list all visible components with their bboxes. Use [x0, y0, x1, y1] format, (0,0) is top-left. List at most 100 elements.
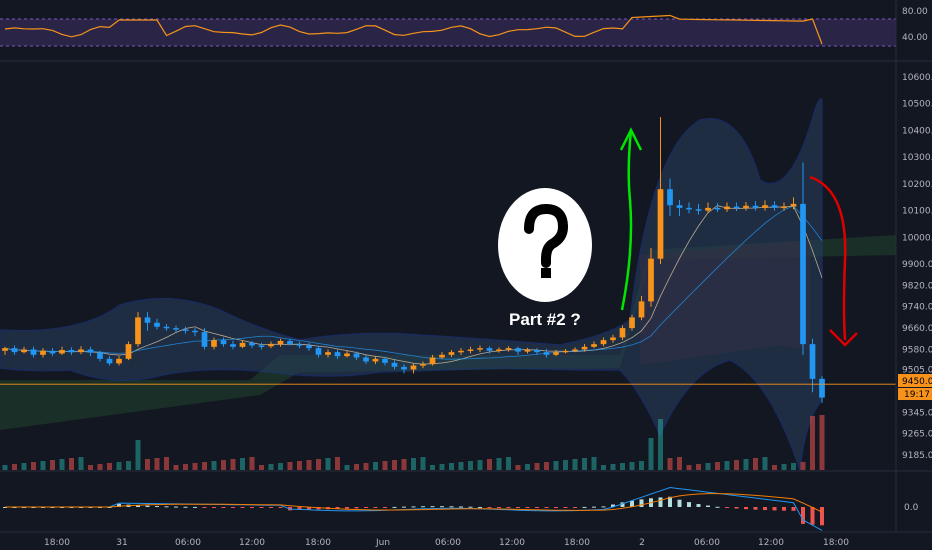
question-dot-icon	[541, 268, 551, 278]
macd-histogram-bar	[715, 506, 720, 508]
candle-body	[610, 337, 616, 341]
macd-histogram-bar	[307, 507, 311, 510]
macd-histogram-bar	[658, 497, 663, 507]
volume-bar	[107, 463, 112, 470]
volume-bar	[297, 461, 302, 470]
green-arrowhead-icon	[619, 127, 643, 151]
macd-histogram-bar	[753, 507, 758, 510]
volume-bar	[677, 457, 682, 470]
countdown-badge-box	[898, 388, 932, 400]
candle-body	[11, 348, 18, 353]
candle-body	[258, 345, 265, 347]
macd-histogram-bar	[696, 504, 701, 507]
macd-histogram-bar	[725, 507, 729, 508]
volume-bar	[373, 462, 378, 470]
macd-histogram-bar	[240, 507, 245, 508]
price-tick-label: 9185.0	[902, 451, 932, 461]
candle-body	[667, 189, 673, 206]
macd-histogram-bar	[535, 507, 539, 508]
macd-histogram-bar	[801, 507, 805, 524]
volume-bar	[715, 462, 720, 470]
macd-tick-label: 0.0	[904, 503, 919, 513]
candle-body	[724, 206, 730, 210]
volume-bar	[135, 440, 141, 470]
volume-bar	[629, 462, 635, 470]
volume-bar	[639, 461, 644, 470]
candle-body	[87, 349, 94, 353]
macd-histogram-bar	[582, 506, 587, 508]
candle-body	[68, 350, 75, 353]
candle-body	[705, 207, 711, 211]
macd-histogram-bar	[820, 507, 824, 526]
candle-body	[325, 352, 331, 355]
rsi-axis: 80.00 40.00	[902, 7, 928, 43]
macd-histogram-bar	[668, 496, 672, 507]
macd-histogram-bar	[174, 506, 178, 508]
candle-body	[439, 354, 445, 358]
price-tick-label: 9265.0	[902, 430, 932, 440]
volume-bar	[126, 461, 131, 470]
red-down-arrow	[809, 175, 847, 341]
macd-histogram-bar	[459, 506, 463, 508]
candle-body	[2, 348, 8, 351]
candle-body	[743, 205, 749, 208]
candle-body	[686, 207, 692, 210]
candle-body	[30, 349, 37, 355]
volume-bar	[724, 461, 730, 470]
volume-bar	[658, 419, 663, 470]
time-tick-label: 06:00	[175, 538, 201, 548]
candle-body	[401, 366, 407, 370]
volume-bar	[40, 461, 46, 470]
candle-body	[239, 342, 246, 347]
macd-histogram-bar	[772, 507, 777, 511]
macd-histogram-bar	[402, 506, 406, 508]
macd-histogram-bar	[592, 506, 596, 508]
bollinger-bands	[0, 98, 823, 471]
time-tick-label: 18:00	[305, 538, 331, 548]
volume-bar	[582, 458, 587, 470]
price-tick-label: 10000.0	[902, 233, 932, 243]
volume-bar	[316, 459, 321, 470]
candle-body	[809, 344, 816, 379]
candle-body	[486, 348, 493, 351]
volume-bar	[601, 465, 606, 470]
macd-histogram-bar	[620, 502, 625, 507]
volume-bar	[202, 462, 207, 470]
candle-body	[59, 350, 65, 354]
candle-body	[676, 205, 683, 208]
volume-bar	[145, 459, 150, 470]
price-badge: 9450.0 19:17	[898, 374, 932, 400]
volume-bar	[648, 438, 654, 470]
macd-histogram-bar	[487, 507, 492, 508]
macd-histogram-bar	[630, 500, 634, 507]
macd-histogram-bar	[525, 507, 530, 508]
volume-bars	[2, 415, 825, 470]
candlestick-series	[2, 117, 825, 403]
macd-histogram-bar	[611, 504, 615, 507]
candle-body	[619, 328, 626, 338]
volume-bar	[553, 461, 559, 470]
macd-histogram-bar	[373, 507, 378, 508]
candle-body	[752, 205, 759, 208]
price-tick-label: 10300.0	[902, 153, 932, 163]
volume-bar	[525, 464, 530, 470]
volume-bar	[50, 460, 55, 470]
macd-histogram-bar	[791, 507, 796, 511]
candle-body	[173, 328, 179, 330]
time-tick-label: Jun	[375, 538, 390, 548]
candle-body	[790, 203, 797, 207]
volume-bar	[287, 462, 293, 470]
time-tick-label: 12:00	[239, 538, 265, 548]
candle-body	[363, 357, 369, 362]
macd-histogram-bar	[383, 507, 387, 508]
volume-bar	[781, 464, 787, 470]
candle-body	[296, 344, 303, 346]
volume-bar	[477, 460, 483, 470]
candle-body	[695, 209, 702, 211]
cloud-green-area	[0, 235, 896, 430]
candle-body	[714, 207, 721, 210]
candle-body	[287, 340, 293, 345]
price-tick-label: 9820.0	[902, 281, 932, 291]
volume-bar	[449, 463, 454, 470]
